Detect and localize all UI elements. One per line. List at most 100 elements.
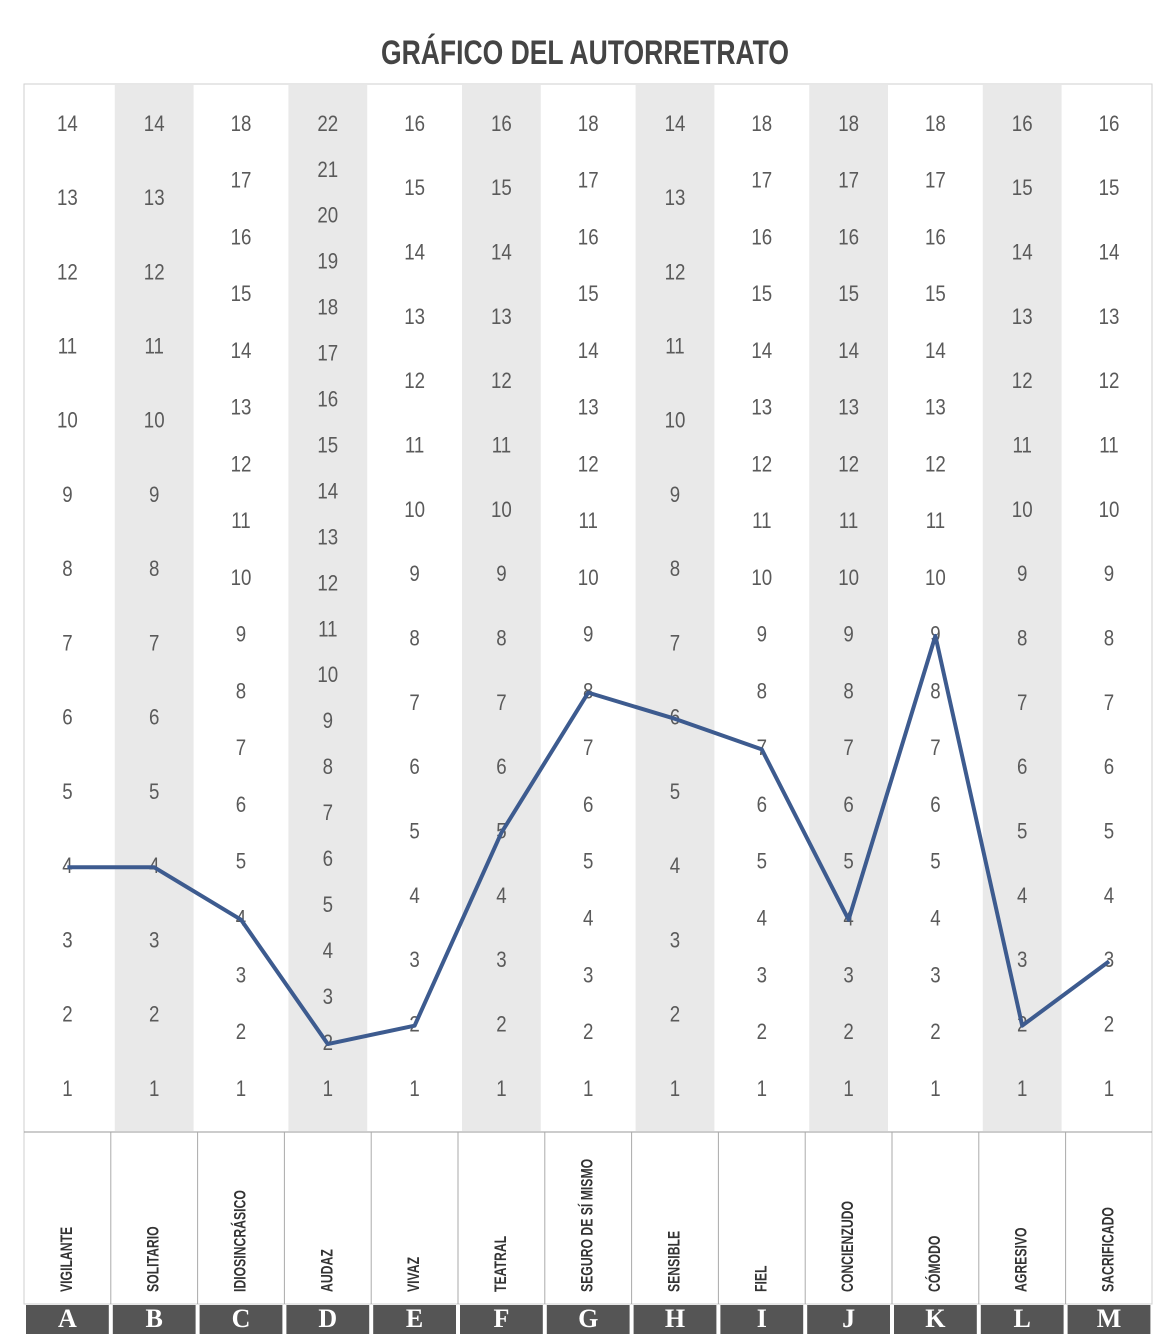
scale-number: 13	[1012, 305, 1033, 329]
scale-number: 10	[838, 567, 859, 591]
scale-number: 1	[236, 1077, 246, 1101]
scale-number: 2	[1104, 1013, 1114, 1037]
scale-number: 3	[757, 964, 767, 988]
scale-number: 15	[231, 283, 252, 307]
letter-band	[720, 1305, 804, 1334]
column-letter: D	[318, 1304, 337, 1333]
scale-number: 14	[751, 340, 772, 364]
trait-label: FIEL	[753, 1266, 771, 1292]
scale-number: 13	[838, 396, 859, 420]
scale-number: 13	[231, 396, 252, 420]
scale-number: 13	[578, 396, 599, 420]
scale-number: 18	[838, 112, 859, 136]
scale-number: 1	[409, 1077, 419, 1101]
column-shade	[288, 85, 368, 1131]
column-shade	[635, 85, 715, 1131]
scale-number: 5	[149, 781, 159, 805]
scale-number: 10	[578, 567, 599, 591]
scale-number: 12	[317, 572, 338, 596]
scale-number: 10	[231, 567, 252, 591]
scale-number: 1	[583, 1077, 593, 1101]
scale-number: 1	[62, 1077, 72, 1101]
scale-number: 10	[57, 409, 78, 433]
scale-number: 2	[496, 1013, 506, 1037]
scale-number: 12	[925, 453, 946, 477]
scale-number: 3	[149, 929, 159, 953]
scale-number: 2	[930, 1021, 940, 1045]
trait-label: VIGILANTE	[58, 1227, 76, 1292]
scale-number: 16	[491, 112, 512, 136]
column-shade	[809, 85, 888, 1131]
scale-number: 6	[1104, 756, 1114, 780]
scale-number: 2	[62, 1003, 72, 1027]
scale-number: 6	[757, 794, 767, 818]
scale-number: 11	[665, 335, 684, 359]
scale-number: 6	[496, 756, 506, 780]
scale-number: 15	[838, 283, 859, 307]
scale-number: 15	[491, 177, 512, 201]
scale-number: 6	[843, 794, 853, 818]
column-letter: J	[842, 1304, 855, 1333]
scale-number: 13	[925, 396, 946, 420]
scale-number: 13	[1099, 305, 1120, 329]
scale-number: 4	[757, 907, 767, 931]
scale-number: 11	[1012, 434, 1031, 458]
scale-number: 10	[144, 409, 165, 433]
column-letter: C	[232, 1304, 251, 1333]
scale-number: 6	[583, 794, 593, 818]
scale-number: 9	[323, 710, 333, 734]
scale-number: 15	[578, 283, 599, 307]
frame	[23, 83, 1153, 1305]
scale-number: 10	[317, 664, 338, 688]
scale-number: 17	[925, 169, 946, 193]
scale-number: 3	[236, 964, 246, 988]
scale-number: 9	[236, 623, 246, 647]
scale-number: 1	[843, 1077, 853, 1101]
scale-number: 3	[1104, 949, 1114, 973]
scale-number: 11	[839, 510, 858, 534]
scale-number: 14	[1099, 241, 1120, 265]
scale-number: 15	[1099, 177, 1120, 201]
trait-label: IDIOSINCRÁSICO	[231, 1190, 251, 1292]
scale-number: 1	[149, 1077, 159, 1101]
trait-label: SACRIFICADO	[1100, 1207, 1118, 1292]
scale-number: 18	[231, 112, 252, 136]
column-letter: F	[493, 1304, 509, 1333]
scale-number: 12	[838, 453, 859, 477]
scale-number: 10	[404, 498, 425, 522]
scale-number: 14	[57, 112, 78, 136]
scale-number: 13	[751, 396, 772, 420]
scale-number: 16	[751, 226, 772, 250]
scale-number: 22	[317, 112, 338, 136]
scale-number: 1	[496, 1077, 506, 1101]
scale-number: 2	[583, 1021, 593, 1045]
scale-number: 3	[323, 986, 333, 1010]
scale-number: 1	[1017, 1077, 1027, 1101]
scale-number: 12	[1099, 370, 1120, 394]
scale-number: 15	[404, 177, 425, 201]
scale-number: 14	[1012, 241, 1033, 265]
letter-band	[199, 1305, 283, 1334]
scale-number: 4	[670, 855, 680, 879]
trait-label: CONCIENZUDO	[839, 1201, 857, 1292]
scale-number: 18	[751, 112, 772, 136]
letter-band	[633, 1305, 717, 1334]
scale-number: 18	[317, 296, 338, 320]
scale-number: 5	[1017, 820, 1027, 844]
scale-number: 10	[491, 498, 512, 522]
scale-number: 5	[409, 820, 419, 844]
column-letter: H	[665, 1304, 685, 1333]
scale-number: 9	[757, 623, 767, 647]
column-letter: L	[1014, 1304, 1031, 1333]
letter-band	[546, 1305, 630, 1334]
scale-number: 7	[496, 691, 506, 715]
scale-number: 9	[1104, 563, 1114, 587]
scale-number: 3	[409, 949, 419, 973]
scale-number: 2	[757, 1021, 767, 1045]
scale-number: 8	[843, 680, 853, 704]
letter-band	[894, 1305, 977, 1334]
scale-number: 14	[578, 340, 599, 364]
trait-label: CÓMODO	[924, 1236, 945, 1292]
scale-number: 20	[317, 204, 338, 228]
